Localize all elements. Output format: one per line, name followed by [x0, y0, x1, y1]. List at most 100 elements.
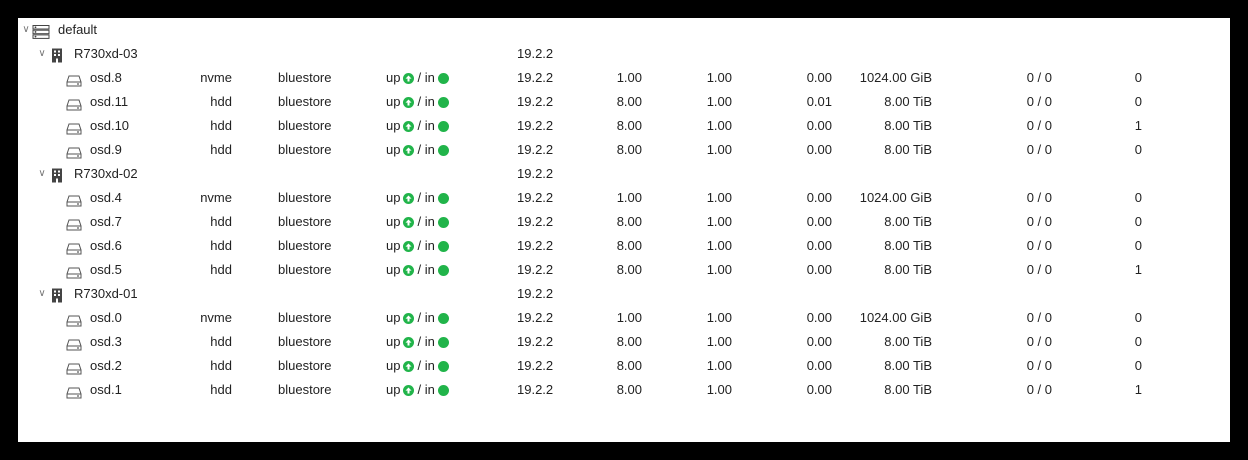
arrow-up-circle-icon — [403, 240, 415, 252]
object-store: bluestore — [278, 358, 332, 373]
osd-name: osd.6 — [90, 238, 122, 253]
used-ratio: 0.00 — [806, 238, 832, 253]
collapse-toggle[interactable]: ∨ — [38, 168, 46, 179]
tree-row-host[interactable]: ∨ R730xd-01 19.2.2 — [18, 282, 1230, 306]
hard-drive-icon — [66, 191, 82, 207]
hard-drive-icon — [66, 359, 82, 375]
reweight: 1.00 — [706, 118, 732, 133]
osd-name: osd.4 — [90, 190, 122, 205]
apply-commit-latency: 0 / 0 — [1026, 262, 1052, 277]
green-dot-icon — [437, 72, 449, 84]
green-dot-icon — [437, 192, 449, 204]
arrow-up-circle-icon — [403, 96, 415, 108]
pg-count: 0 — [1134, 190, 1142, 205]
pg-count: 1 — [1134, 382, 1142, 397]
pg-count: 0 — [1134, 94, 1142, 109]
green-dot-icon — [437, 144, 449, 156]
collapse-toggle[interactable]: ∨ — [22, 24, 30, 35]
in-label: / in — [417, 358, 435, 373]
hard-drive-icon — [66, 383, 82, 399]
osd-tree-panel: ∨ default ∨ R730xd-03 19.2.2 osd.8 nvme bluesto… — [18, 18, 1230, 442]
tree-row-host[interactable]: ∨ R730xd-03 19.2.2 — [18, 42, 1230, 66]
green-dot-icon — [437, 216, 449, 228]
used-ratio: 0.00 — [806, 310, 832, 325]
used-ratio: 0.00 — [806, 70, 832, 85]
building-icon — [50, 287, 66, 303]
hard-drive-icon — [66, 215, 82, 231]
osd-status: up / in — [386, 210, 449, 234]
tree-row-osd[interactable]: osd.5 hdd bluestore up / in 19.2.2 8.00 1.00 0.0… — [18, 258, 1230, 282]
in-label: / in — [417, 334, 435, 349]
weight: 8.00 — [616, 334, 642, 349]
object-store: bluestore — [278, 334, 332, 349]
tree-row-osd[interactable]: osd.0 nvme bluestore up / in 19.2.2 1.00 1.00 0.… — [18, 306, 1230, 330]
reweight: 1.00 — [706, 142, 732, 157]
tree-row-osd[interactable]: osd.11 hdd bluestore up / in 19.2.2 8.00 1.00 0.… — [18, 90, 1230, 114]
osd-status: up / in — [386, 90, 449, 114]
used-ratio: 0.00 — [806, 190, 832, 205]
tree-row-root[interactable]: ∨ default — [18, 18, 1230, 42]
osd-status: up / in — [386, 378, 449, 402]
osd-version: 19.2.2 — [517, 310, 554, 325]
weight: 1.00 — [616, 70, 642, 85]
collapse-toggle[interactable]: ∨ — [38, 48, 46, 59]
total-size: 8.00 TiB — [884, 238, 932, 253]
host-version: 19.2.2 — [517, 286, 554, 301]
used-ratio: 0.00 — [806, 214, 832, 229]
in-label: / in — [417, 382, 435, 397]
green-dot-icon — [437, 336, 449, 348]
in-label: / in — [417, 238, 435, 253]
total-size: 8.00 TiB — [884, 334, 932, 349]
green-dot-icon — [437, 120, 449, 132]
tree-row-host[interactable]: ∨ R730xd-02 19.2.2 — [18, 162, 1230, 186]
pg-count: 0 — [1134, 238, 1142, 253]
tree-row-osd[interactable]: osd.3 hdd bluestore up / in 19.2.2 8.00 1.00 0.0… — [18, 330, 1230, 354]
up-label: up — [386, 142, 401, 157]
tree-row-osd[interactable]: osd.1 hdd bluestore up / in 19.2.2 8.00 1.00 0.0… — [18, 378, 1230, 402]
pg-count: 0 — [1134, 310, 1142, 325]
osd-status: up / in — [386, 186, 449, 210]
weight: 8.00 — [616, 118, 642, 133]
hard-drive-icon — [66, 95, 82, 111]
tree-row-osd[interactable]: osd.9 hdd bluestore up / in 19.2.2 8.00 1.00 0.0… — [18, 138, 1230, 162]
used-ratio: 0.00 — [806, 382, 832, 397]
hard-drive-icon — [66, 119, 82, 135]
apply-commit-latency: 0 / 0 — [1026, 118, 1052, 133]
device-class: hdd — [210, 142, 232, 157]
tree-row-osd[interactable]: osd.7 hdd bluestore up / in 19.2.2 8.00 1.00 0.0… — [18, 210, 1230, 234]
object-store: bluestore — [278, 94, 332, 109]
in-label: / in — [417, 94, 435, 109]
osd-version: 19.2.2 — [517, 70, 554, 85]
object-store: bluestore — [278, 190, 332, 205]
in-label: / in — [417, 190, 435, 205]
root-label: default — [58, 22, 98, 37]
apply-commit-latency: 0 / 0 — [1026, 358, 1052, 373]
tree-row-osd[interactable]: osd.10 hdd bluestore up / in 19.2.2 8.00 1.00 0.… — [18, 114, 1230, 138]
hard-drive-icon — [66, 335, 82, 351]
reweight: 1.00 — [706, 310, 732, 325]
total-size: 8.00 TiB — [884, 142, 932, 157]
tree-row-osd[interactable]: osd.4 nvme bluestore up / in 19.2.2 1.00 1.00 0.… — [18, 186, 1230, 210]
hard-drive-icon — [66, 71, 82, 87]
reweight: 1.00 — [706, 94, 732, 109]
device-class: hdd — [210, 334, 232, 349]
up-label: up — [386, 70, 401, 85]
osd-status: up / in — [386, 330, 449, 354]
host-name: R730xd-02 — [74, 166, 138, 181]
object-store: bluestore — [278, 382, 332, 397]
osd-version: 19.2.2 — [517, 358, 554, 373]
device-class: hdd — [210, 238, 232, 253]
osd-version: 19.2.2 — [517, 190, 554, 205]
weight: 8.00 — [616, 214, 642, 229]
osd-name: osd.10 — [90, 118, 130, 133]
tree-row-osd[interactable]: osd.6 hdd bluestore up / in 19.2.2 8.00 1.00 0.0… — [18, 234, 1230, 258]
tree-row-osd[interactable]: osd.8 nvme bluestore up / in 19.2.2 1.00 1.00 0.… — [18, 66, 1230, 90]
hard-drive-icon — [66, 239, 82, 255]
tree-row-osd[interactable]: osd.2 hdd bluestore up / in 19.2.2 8.00 1.00 0.0… — [18, 354, 1230, 378]
osd-status: up / in — [386, 354, 449, 378]
used-ratio: 0.00 — [806, 142, 832, 157]
reweight: 1.00 — [706, 382, 732, 397]
collapse-toggle[interactable]: ∨ — [38, 288, 46, 299]
green-dot-icon — [437, 312, 449, 324]
server-stack-icon — [32, 23, 50, 39]
